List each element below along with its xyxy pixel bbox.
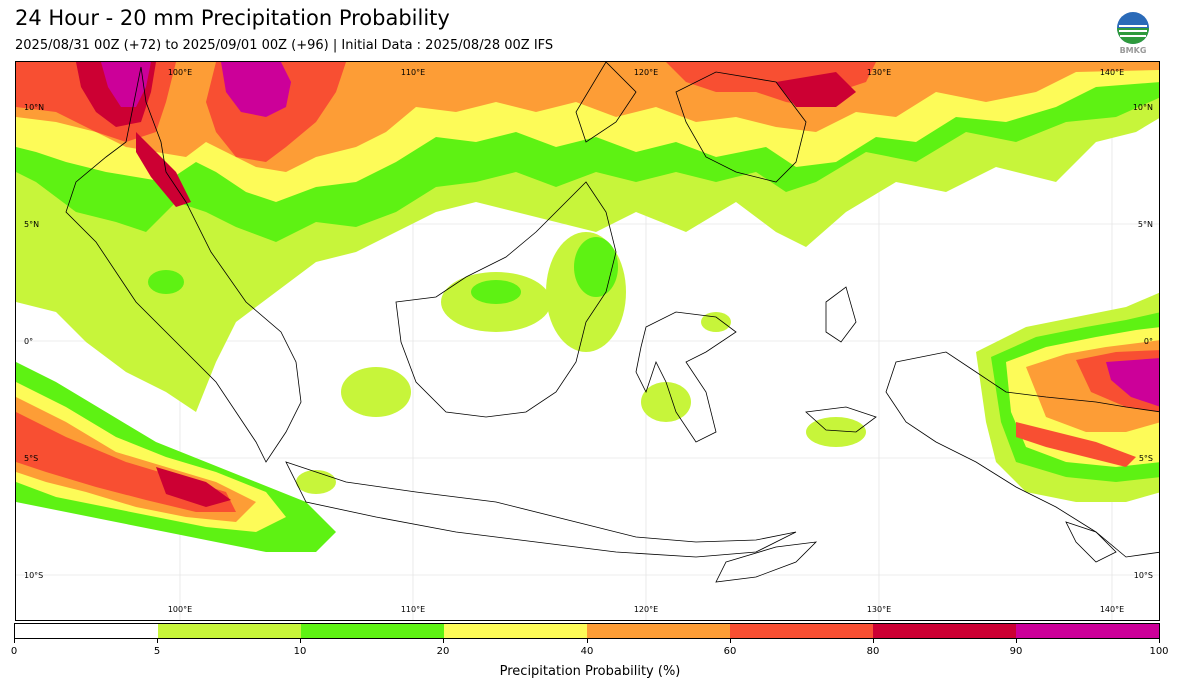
svg-text:100°E: 100°E [168, 605, 192, 614]
precip-field-southwest [16, 362, 336, 552]
svg-text:0°: 0° [24, 337, 33, 346]
colorbar-segment-20-40 [444, 624, 587, 638]
lon-labels-top: 100°E 110°E 120°E 130°E 140°E [168, 68, 1124, 77]
colorbar-tick-label: 5 [153, 646, 161, 657]
svg-text:110°E: 110°E [401, 68, 425, 77]
colorbar-tick-label: 100 [1149, 646, 1169, 657]
svg-text:10°N: 10°N [1133, 103, 1153, 112]
colorbar [14, 623, 1160, 639]
colorbar-segment-60-80 [730, 624, 873, 638]
colorbar-tick-label: 60 [723, 646, 737, 657]
svg-text:5°S: 5°S [24, 454, 38, 463]
colorbar-tick-label: 40 [580, 646, 594, 657]
colorbar-tick-label: 90 [1009, 646, 1023, 657]
svg-text:5°N: 5°N [1138, 220, 1153, 229]
bmkg-logo: BMKG [1114, 10, 1152, 56]
colorbar-segment-80-90 [873, 624, 1016, 638]
svg-text:100°E: 100°E [168, 68, 192, 77]
svg-text:5°S: 5°S [1139, 454, 1153, 463]
svg-text:140°E: 140°E [1100, 605, 1124, 614]
lon-labels-bottom: 100°E 110°E 120°E 130°E 140°E [168, 605, 1124, 614]
svg-text:130°E: 130°E [867, 68, 891, 77]
svg-text:110°E: 110°E [401, 605, 425, 614]
colorbar-tickmark [1016, 639, 1017, 643]
logo-text: BMKG [1120, 46, 1147, 55]
colorbar-tickmark [1159, 639, 1160, 643]
precipitation-map: 100°E 110°E 120°E 130°E 140°E 100°E 110°… [15, 61, 1160, 621]
colorbar-tickmark [443, 639, 444, 643]
colorbar-tick-label: 0 [10, 646, 18, 657]
svg-text:130°E: 130°E [867, 605, 891, 614]
colorbar-tickmark [730, 639, 731, 643]
precip-field-scattered-green [148, 237, 618, 304]
colorbar-segment-40-60 [587, 624, 730, 638]
colorbar-tickmark [157, 639, 158, 643]
svg-text:140°E: 140°E [1100, 68, 1124, 77]
svg-text:10°S: 10°S [24, 571, 43, 580]
colorbar-tickmark [300, 639, 301, 643]
colorbar-tick-label: 80 [866, 646, 880, 657]
colorbar-tick-label: 10 [293, 646, 307, 657]
precip-field-north [16, 62, 1159, 412]
precip-field-east [976, 292, 1159, 502]
colorbar-segment-5-10 [158, 624, 301, 638]
colorbar-segment-90-100 [1016, 624, 1159, 638]
colorbar-segment-10-20 [301, 624, 444, 638]
svg-text:5°N: 5°N [24, 220, 39, 229]
lat-labels-right: 10°N 5°N 0° 5°S 10°S [1133, 103, 1153, 580]
svg-text:10°S: 10°S [1134, 571, 1153, 580]
coastlines [65, 62, 1159, 583]
colorbar-tick-label: 20 [436, 646, 450, 657]
svg-text:120°E: 120°E [634, 605, 658, 614]
colorbar-tickmark [587, 639, 588, 643]
lat-labels-left: 10°N 5°N 0° 5°S 10°S [24, 103, 44, 580]
colorbar-tickmark [14, 639, 15, 643]
map-title: 24 Hour - 20 mm Precipitation Probabilit… [15, 6, 450, 30]
map-subtitle: 2025/08/31 00Z (+72) to 2025/09/01 00Z (… [15, 38, 554, 53]
svg-text:120°E: 120°E [634, 68, 658, 77]
colorbar-tickmark [873, 639, 874, 643]
svg-text:10°N: 10°N [24, 103, 44, 112]
colorbar-segment-0-5 [15, 624, 158, 638]
colorbar-label: Precipitation Probability (%) [499, 664, 681, 679]
svg-text:0°: 0° [1144, 337, 1153, 346]
